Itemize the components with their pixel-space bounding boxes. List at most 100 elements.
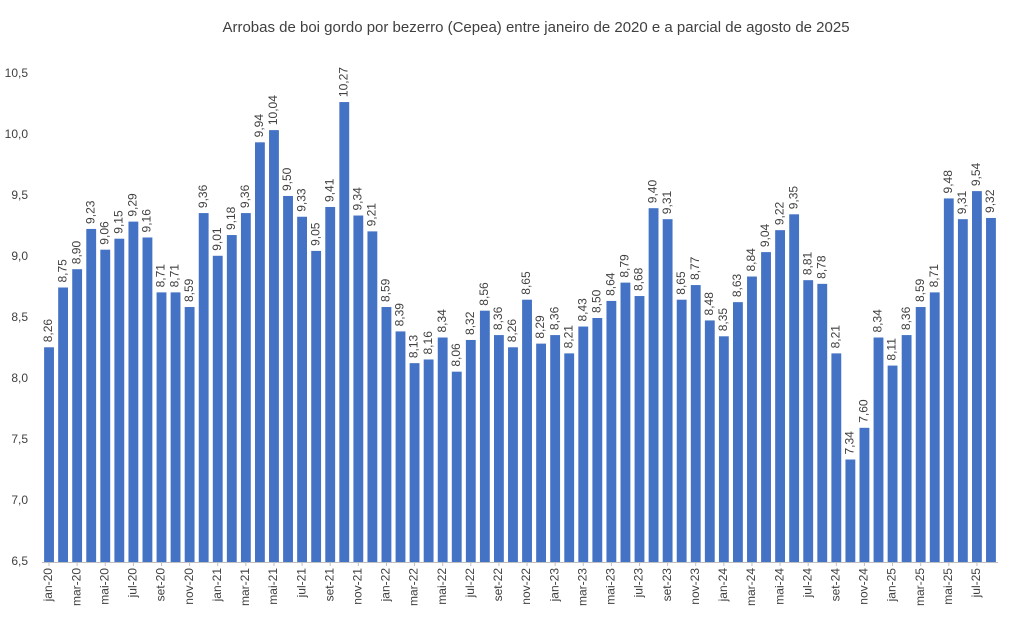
value-label: 8,78 — [814, 255, 828, 279]
y-tick-label: 7,0 — [11, 493, 28, 507]
value-label: 8,13 — [407, 334, 421, 358]
bar — [887, 365, 898, 562]
value-label: 8,36 — [547, 306, 561, 330]
value-label: 9,01 — [210, 227, 224, 251]
value-label: 9,05 — [308, 222, 322, 246]
y-tick-label: 6,5 — [11, 554, 28, 568]
value-label: 9,04 — [758, 223, 772, 247]
bar — [325, 206, 336, 563]
value-label: 8,34 — [871, 309, 885, 333]
value-label: 8,90 — [69, 241, 83, 265]
value-label: 9,33 — [294, 188, 308, 212]
x-tick-label: mai-24 — [772, 568, 786, 605]
value-label: 10,27 — [336, 67, 350, 97]
value-label: 8,35 — [716, 308, 730, 332]
bar — [114, 238, 125, 562]
value-label: 8,48 — [702, 292, 716, 316]
value-label: 9,34 — [350, 187, 364, 211]
x-tick-label: nov-21 — [350, 568, 364, 605]
bar — [437, 337, 448, 562]
bar — [493, 335, 504, 562]
x-tick-label: set-21 — [322, 568, 336, 602]
bar — [479, 310, 490, 562]
bar — [198, 213, 209, 562]
bar — [662, 219, 673, 562]
value-label: 8,75 — [55, 259, 69, 283]
bar — [986, 217, 996, 562]
value-label: 8,64 — [604, 272, 618, 296]
bar — [536, 343, 547, 562]
bar — [859, 427, 870, 562]
value-label: 9,48 — [941, 170, 955, 194]
x-tick-label: nov-23 — [688, 568, 702, 605]
bar — [915, 307, 926, 562]
bar — [311, 250, 322, 562]
x-tick-label: jan-25 — [885, 568, 899, 603]
x-tick-label: set-23 — [660, 568, 674, 602]
x-tick-label: nov-22 — [519, 568, 533, 605]
bar — [634, 296, 645, 562]
value-label: 9,41 — [322, 178, 336, 202]
value-label: 8,63 — [730, 273, 744, 297]
value-label: 9,31 — [660, 190, 674, 214]
bar — [339, 102, 350, 562]
bar — [718, 336, 729, 562]
bar — [789, 214, 800, 563]
value-label: 8,71 — [154, 264, 168, 288]
value-label: 7,60 — [857, 399, 871, 423]
value-label: 8,32 — [463, 311, 477, 335]
value-label: 9,23 — [83, 200, 97, 224]
x-tick-label: mai-20 — [97, 568, 111, 605]
bar — [690, 285, 701, 562]
bar — [170, 292, 181, 562]
bar — [957, 219, 968, 562]
value-label: 8,50 — [589, 289, 603, 313]
value-label: 9,31 — [955, 190, 969, 214]
x-tick-label: jan-20 — [41, 568, 55, 603]
x-tick-label: mai-21 — [266, 568, 280, 605]
value-label: 9,29 — [126, 193, 140, 217]
value-label: 8,56 — [477, 282, 491, 306]
bar — [831, 353, 842, 562]
value-label: 8,34 — [435, 309, 449, 333]
value-label: 8,79 — [618, 254, 632, 278]
y-tick-label: 8,0 — [11, 371, 28, 385]
value-label: 8,84 — [744, 248, 758, 272]
value-label: 8,71 — [927, 264, 941, 288]
value-label: 9,36 — [238, 184, 252, 208]
value-label: 8,06 — [449, 343, 463, 367]
bar — [142, 237, 153, 563]
bar — [845, 459, 856, 562]
value-label: 9,16 — [140, 209, 154, 233]
x-tick-label: nov-24 — [857, 568, 871, 605]
bar — [620, 282, 631, 562]
bar — [775, 230, 786, 562]
value-label: 8,68 — [632, 267, 646, 291]
x-tick-label: jul-21 — [294, 568, 308, 599]
bar — [803, 280, 814, 562]
value-label: 8,65 — [519, 271, 533, 295]
x-tick-label: mar-25 — [913, 568, 927, 606]
bar — [522, 299, 532, 562]
bar — [564, 353, 575, 562]
value-label: 9,54 — [969, 162, 983, 186]
bar — [648, 208, 659, 562]
value-label: 8,39 — [393, 303, 407, 327]
bar — [592, 318, 603, 562]
value-label: 8,65 — [674, 271, 688, 295]
value-label: 9,50 — [280, 167, 294, 191]
value-label: 9,06 — [97, 221, 111, 245]
bar — [465, 339, 476, 562]
x-tick-label: nov-20 — [182, 568, 196, 605]
chart-title: Arrobas de boi gordo por bezerro (Cepea)… — [222, 19, 849, 36]
value-label: 9,35 — [786, 186, 800, 210]
x-tick-label: mar-20 — [69, 568, 83, 606]
bar — [423, 359, 434, 562]
value-label: 8,59 — [379, 278, 393, 302]
value-label: 8,36 — [899, 306, 913, 330]
bar — [72, 269, 83, 562]
x-tick-label: set-24 — [828, 568, 842, 602]
bar — [44, 347, 54, 562]
value-label: 8,59 — [913, 278, 927, 302]
